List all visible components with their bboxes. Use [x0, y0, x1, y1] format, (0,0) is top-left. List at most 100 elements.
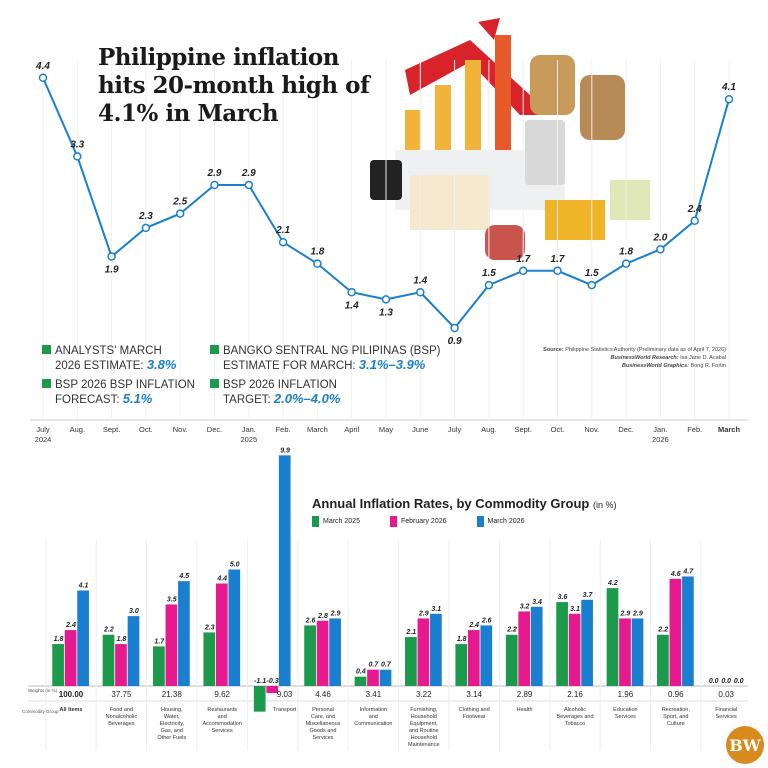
bar-value-label: 2.4: [468, 622, 479, 629]
bar-march-2026: [379, 669, 392, 686]
weight-value: 21.38: [162, 690, 183, 699]
bar-february-2026: [266, 686, 279, 693]
bar-value-label: 4.4: [216, 575, 227, 582]
graphics-text: Bong R. Fortin: [690, 363, 726, 369]
bar-march-2025: [606, 588, 619, 686]
note-label: ANALYSTS' MARCH: [55, 345, 162, 357]
data-point: [73, 152, 82, 161]
data-point: [210, 180, 219, 190]
legend-swatch: [312, 516, 319, 527]
bar-illustration: [465, 60, 481, 150]
bar-value-label: 1.8: [117, 636, 127, 643]
bar-value-label: 2.1: [405, 629, 416, 636]
x-tick-label: Feb.: [276, 425, 291, 434]
category-label: and Routine: [409, 728, 439, 734]
green-square-icon: [210, 345, 219, 354]
bar-february-2026: [568, 613, 581, 686]
category-label: All Items: [60, 707, 83, 713]
bar-value-label: 3.5: [167, 596, 177, 603]
data-label: 2.9: [241, 168, 256, 179]
bar-value-label: 3.4: [532, 599, 542, 606]
data-point: [553, 266, 562, 276]
category-label: Services: [212, 728, 233, 734]
x-tick-label: Feb.: [687, 425, 702, 434]
bar-march-2026: [480, 625, 493, 686]
category-label: Clothing and: [459, 707, 490, 713]
bar-chart-title: Annual Inflation Rates, by Commodity Gro…: [312, 496, 616, 511]
data-point: [278, 237, 288, 247]
category-label: Financial: [715, 707, 737, 713]
note-value: 3.8%: [146, 357, 177, 372]
weight-value: 4.46: [315, 690, 331, 699]
x-tick-label: July: [448, 425, 462, 434]
bar-february-2026: [215, 583, 228, 686]
category-label: Beverages and: [557, 714, 594, 720]
bar-february-2026: [64, 630, 77, 686]
data-point: [416, 288, 425, 297]
data-label: 1.4: [413, 275, 427, 286]
note-label: TARGET:: [223, 394, 274, 406]
weights-label: Weights (in %): [28, 688, 58, 693]
bar-march-2026: [278, 455, 291, 686]
jerry-can-illustration: [525, 120, 565, 185]
bar-value-label: 0.0: [734, 678, 744, 685]
weight-value: 3.22: [416, 690, 432, 699]
bar-february-2026: [165, 604, 178, 686]
bar-march-2026: [581, 599, 593, 686]
x-tick-label: March: [718, 425, 741, 434]
bar-illustration: [495, 35, 511, 150]
data-label: 4.4: [35, 61, 50, 72]
bar-value-label: 2.3: [204, 624, 215, 631]
data-point: [656, 245, 665, 254]
data-point: [244, 180, 254, 190]
bar-february-2026: [619, 618, 631, 686]
research-label: BusinessWorld Research:: [610, 355, 679, 361]
category-label: Household: [411, 735, 437, 741]
note-label: FORECAST:: [55, 394, 123, 406]
data-label: 1.3: [379, 307, 393, 318]
category-label: Alcoholic: [564, 707, 586, 713]
x-tick-label: Jan.: [242, 425, 256, 434]
data-point: [38, 73, 48, 82]
legend-march-2026: March 2026: [476, 516, 525, 527]
gold-bars-illustration: [545, 200, 605, 240]
category-label: Household: [411, 714, 437, 720]
bar-march-2026: [228, 569, 241, 686]
bar-february-2026: [669, 578, 682, 686]
category-label: Transport: [273, 707, 297, 713]
bar-value-label: 2.6: [481, 617, 492, 624]
graphics-label: BusinessWorld Graphics:: [621, 363, 689, 369]
coffee-sack-illustration: [580, 75, 625, 140]
weight-value: 9.03: [277, 690, 293, 699]
bar-february-2026: [316, 620, 329, 686]
bar-march-2025: [405, 637, 417, 686]
data-label: 2.5: [172, 197, 187, 208]
data-label: 1.5: [585, 268, 599, 279]
green-square-icon: [42, 345, 51, 354]
data-point: [690, 216, 699, 225]
bar-value-label: 0.7: [381, 662, 392, 669]
category-label: Health: [517, 707, 533, 713]
data-point: [450, 323, 459, 333]
weight-value: 3.41: [366, 690, 382, 699]
legend-label: March 2026: [487, 518, 525, 525]
category-label: Services: [716, 714, 737, 720]
source-label: Source:: [543, 347, 564, 353]
bar-value-label: 4.6: [670, 571, 681, 578]
category-label: Water,: [164, 714, 180, 720]
bar-value-label: 4.5: [178, 573, 189, 580]
category-label: Gas, and: [161, 728, 183, 734]
data-label: 2.9: [207, 168, 222, 179]
data-point: [107, 252, 116, 261]
category-label: Other Fuels: [157, 735, 186, 741]
bar-value-label: 2.6: [305, 617, 316, 624]
data-label: 1.4: [345, 300, 359, 311]
legend-swatch: [476, 516, 484, 527]
headline: Philippine inflation hits 20-month high …: [98, 44, 370, 127]
x-tick-label: April: [344, 425, 359, 434]
bar-value-label: 3.1: [570, 606, 580, 613]
category-label: Equipment,: [410, 721, 438, 727]
bar-value-label: -1.1: [254, 678, 266, 685]
x-tick-label: Aug.: [70, 425, 85, 434]
